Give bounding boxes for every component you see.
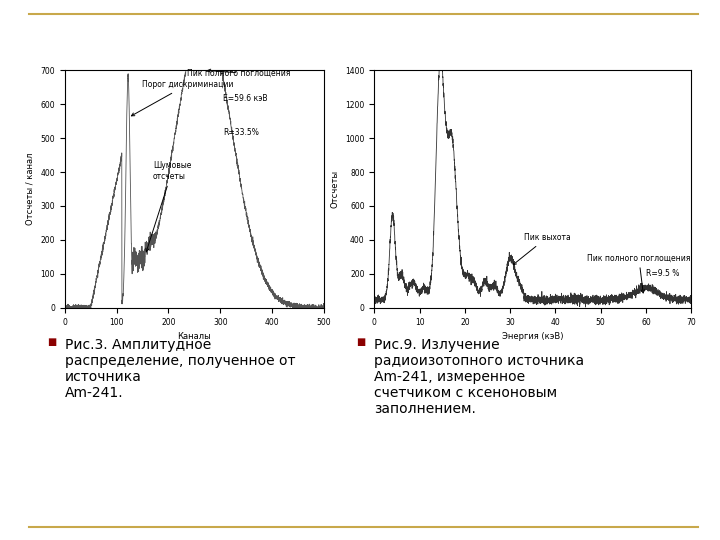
Text: Рис.3. Амплитудное
распределение, полученное от
источника
Am-241.: Рис.3. Амплитудное распределение, получе… [65, 338, 295, 400]
Text: Рис.9. Излучение
радиоизотопного источника
Am-241, измеренное
счетчиком с ксенон: Рис.9. Излучение радиоизотопного источни… [374, 338, 585, 416]
Text: Пик полного поглощения: Пик полного поглощения [587, 253, 690, 293]
Text: Пик полного поглощения: Пик полного поглощения [186, 68, 290, 77]
Text: R=33.5%: R=33.5% [223, 127, 258, 137]
Text: R=9.5 %: R=9.5 % [646, 268, 679, 278]
Y-axis label: Отсчеты: Отсчеты [330, 170, 340, 208]
Text: Шумовые
отсчеты: Шумовые отсчеты [146, 161, 192, 252]
X-axis label: Энергия (кэВ): Энергия (кэВ) [502, 332, 564, 341]
Text: Порог дискриминации: Порог дискриминации [132, 80, 233, 116]
Text: Пик выхота: Пик выхота [513, 233, 570, 265]
Text: E=59.6 кэВ: E=59.6 кэВ [223, 94, 267, 103]
Text: ■: ■ [47, 338, 56, 348]
X-axis label: Каналы: Каналы [178, 332, 211, 341]
Text: ■: ■ [356, 338, 366, 348]
Y-axis label: Отсчеты / канал: Отсчеты / канал [26, 153, 35, 225]
